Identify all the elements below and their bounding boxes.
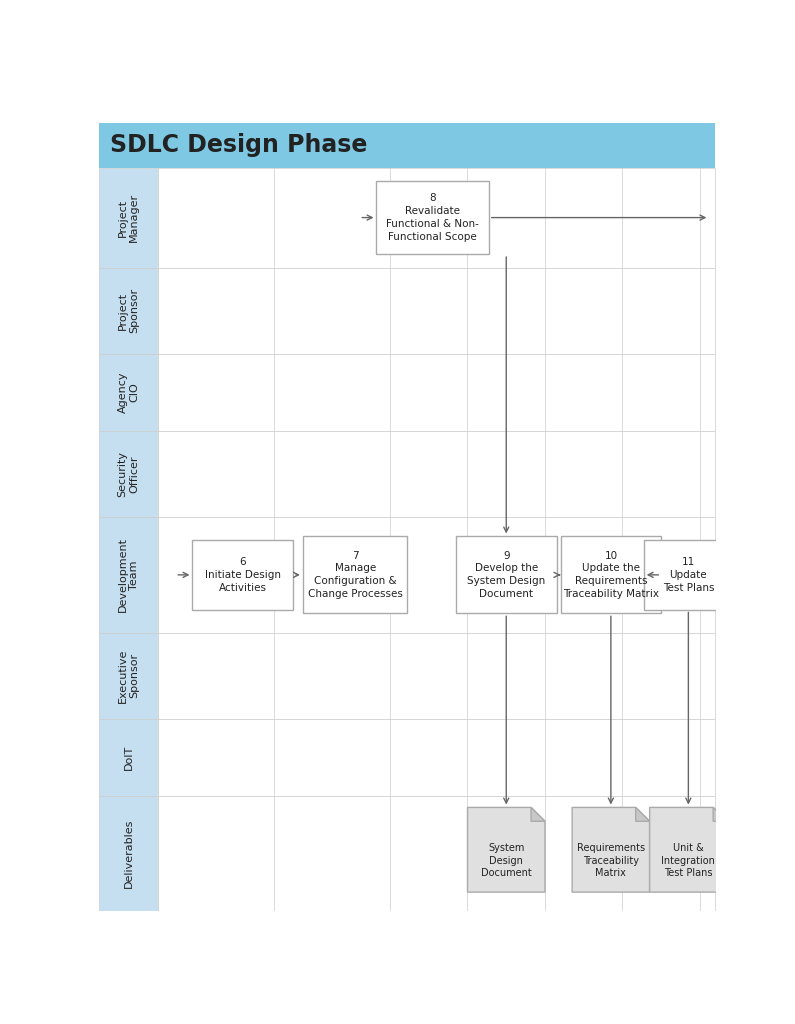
Text: Deliverables: Deliverables xyxy=(123,819,134,888)
FancyBboxPatch shape xyxy=(157,796,715,911)
Text: Security
Officer: Security Officer xyxy=(118,451,139,497)
Text: Unit &
Integration
Test Plans: Unit & Integration Test Plans xyxy=(661,843,716,878)
FancyBboxPatch shape xyxy=(99,123,716,168)
FancyBboxPatch shape xyxy=(157,517,715,633)
Text: 7
Manage
Configuration &
Change Processes: 7 Manage Configuration & Change Processe… xyxy=(308,551,402,599)
FancyBboxPatch shape xyxy=(99,431,157,517)
Text: Agency
CIO: Agency CIO xyxy=(118,372,139,413)
Text: Project
Sponsor: Project Sponsor xyxy=(118,288,139,334)
FancyBboxPatch shape xyxy=(192,541,293,609)
FancyBboxPatch shape xyxy=(303,537,407,613)
Text: Requirements
Traceability
Matrix: Requirements Traceability Matrix xyxy=(577,843,645,878)
FancyBboxPatch shape xyxy=(157,354,715,431)
FancyBboxPatch shape xyxy=(456,537,556,613)
Polygon shape xyxy=(650,807,727,892)
FancyBboxPatch shape xyxy=(99,719,157,796)
FancyBboxPatch shape xyxy=(157,168,715,267)
FancyBboxPatch shape xyxy=(99,796,157,911)
Polygon shape xyxy=(636,807,650,821)
Polygon shape xyxy=(467,807,545,892)
Text: Project
Manager: Project Manager xyxy=(118,194,139,242)
FancyBboxPatch shape xyxy=(157,719,715,796)
FancyBboxPatch shape xyxy=(644,541,733,609)
FancyBboxPatch shape xyxy=(99,517,157,633)
Text: DoIT: DoIT xyxy=(123,744,134,770)
FancyBboxPatch shape xyxy=(377,181,489,254)
Text: 9
Develop the
System Design
Document: 9 Develop the System Design Document xyxy=(467,551,545,599)
FancyBboxPatch shape xyxy=(99,354,157,431)
Text: 6
Initiate Design
Activities: 6 Initiate Design Activities xyxy=(205,557,281,593)
Text: Executive
Sponsor: Executive Sponsor xyxy=(118,648,139,702)
Text: 11
Update
Test Plans: 11 Update Test Plans xyxy=(662,557,714,593)
Text: 8
Revalidate
Functional & Non-
Functional Scope: 8 Revalidate Functional & Non- Functiona… xyxy=(386,194,479,242)
FancyBboxPatch shape xyxy=(99,168,157,267)
Polygon shape xyxy=(713,807,727,821)
Text: 10
Update the
Requirements
Traceability Matrix: 10 Update the Requirements Traceability … xyxy=(563,551,659,599)
Text: Development
Team: Development Team xyxy=(118,538,139,612)
Polygon shape xyxy=(572,807,650,892)
FancyBboxPatch shape xyxy=(99,633,157,719)
FancyBboxPatch shape xyxy=(157,267,715,354)
Text: SDLC Design Phase: SDLC Design Phase xyxy=(111,133,367,158)
FancyBboxPatch shape xyxy=(157,633,715,719)
Text: System
Design
Document: System Design Document xyxy=(481,843,532,878)
FancyBboxPatch shape xyxy=(157,431,715,517)
FancyBboxPatch shape xyxy=(99,267,157,354)
Polygon shape xyxy=(531,807,545,821)
FancyBboxPatch shape xyxy=(560,537,661,613)
